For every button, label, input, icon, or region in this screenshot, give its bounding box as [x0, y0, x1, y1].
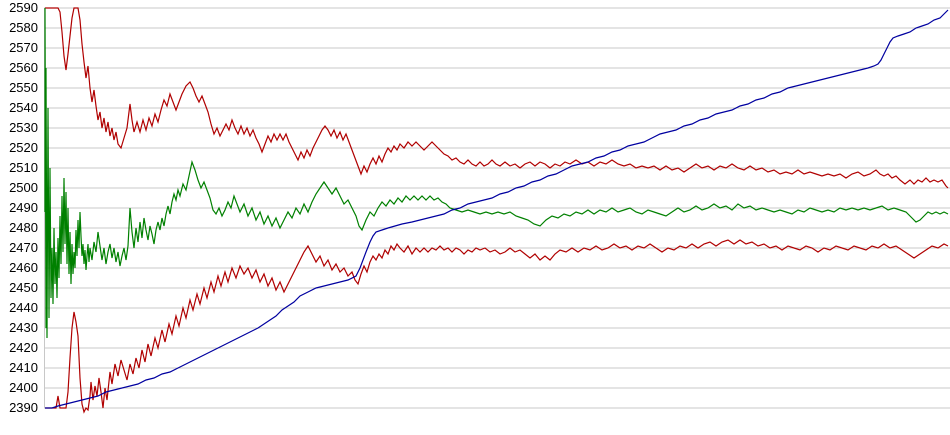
series-green-middle: [44, 7, 949, 339]
y-axis-label: 2590: [9, 0, 38, 15]
y-axis-label: 2410: [9, 360, 38, 375]
y-axis-label: 2470: [9, 240, 38, 255]
y-axis-label: 2440: [9, 300, 38, 315]
y-axis-label: 2540: [9, 100, 38, 115]
y-axis-label: 2480: [9, 220, 38, 235]
y-axis-label: 2420: [9, 340, 38, 355]
series-red-lower-band: [45, 239, 949, 414]
y-axis-label: 2390: [9, 400, 38, 415]
y-axis-label: 2560: [9, 60, 38, 75]
y-axis-label: 2490: [9, 200, 38, 215]
y-axis-label: 2500: [9, 180, 38, 195]
y-axis-label: 2510: [9, 160, 38, 175]
y-axis-label: 2570: [9, 40, 38, 55]
series-blue-rising: [45, 9, 949, 409]
y-axis-label: 2530: [9, 120, 38, 135]
y-axis-label: 2400: [9, 380, 38, 395]
y-axis-label: 2460: [9, 260, 38, 275]
series-red-upper-band: [45, 7, 949, 189]
y-axis-label: 2520: [9, 140, 38, 155]
y-axis-label: 2430: [9, 320, 38, 335]
y-axis-label: 2580: [9, 20, 38, 35]
y-axis-label: 2550: [9, 80, 38, 95]
y-axis-label: 2450: [9, 280, 38, 295]
